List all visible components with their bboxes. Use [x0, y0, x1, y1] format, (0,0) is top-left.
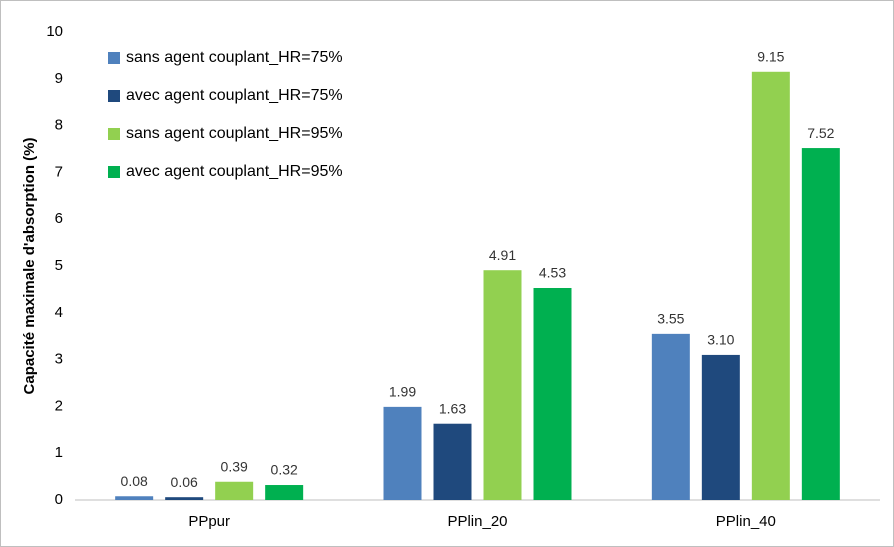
value-label: 0.32: [271, 462, 298, 478]
y-tick-label: 6: [55, 210, 63, 227]
bar: [651, 333, 690, 500]
bar: [801, 148, 840, 500]
legend-label: sans agent couplant_HR=75%: [126, 49, 343, 66]
legend-label: avec agent couplant_HR=95%: [126, 163, 343, 180]
x-tick-label: PPlin_20: [447, 513, 507, 530]
value-label: 0.06: [171, 474, 198, 490]
legend-swatch: [108, 52, 120, 64]
value-label: 3.10: [707, 332, 734, 348]
value-label: 0.08: [121, 473, 148, 489]
bar: [165, 497, 204, 500]
bar: [215, 481, 254, 500]
bar: [533, 287, 572, 500]
legend-swatch: [108, 90, 120, 102]
bar: [433, 423, 472, 500]
y-tick-label: 10: [46, 23, 63, 40]
y-tick-label: 9: [55, 70, 63, 87]
bar: [383, 406, 422, 500]
x-tick-label: PPpur: [188, 513, 230, 530]
y-tick-label: 1: [55, 444, 63, 461]
value-label: 9.15: [757, 48, 784, 64]
value-label: 4.53: [539, 265, 566, 281]
y-tick-label: 0: [55, 491, 63, 508]
y-axis-label: Capacité maximale d'absorption (%): [21, 138, 38, 395]
value-label: 1.99: [389, 384, 416, 400]
y-tick-label: 7: [55, 163, 63, 180]
y-tick-label: 4: [55, 304, 63, 321]
bar: [483, 270, 522, 500]
x-tick-label: PPlin_40: [716, 513, 776, 530]
legend-label: avec agent couplant_HR=75%: [126, 87, 343, 104]
legend-swatch: [108, 166, 120, 178]
y-tick-label: 3: [55, 351, 63, 368]
value-label: 0.39: [221, 458, 248, 474]
bar: [115, 496, 154, 500]
y-tick-label: 2: [55, 397, 63, 414]
value-label: 1.63: [439, 400, 466, 416]
legend-label: sans agent couplant_HR=95%: [126, 125, 343, 142]
value-label: 4.91: [489, 247, 516, 263]
y-tick-label: 5: [55, 257, 63, 274]
y-tick-label: 8: [55, 117, 63, 134]
value-label: 7.52: [807, 125, 834, 141]
bar: [751, 71, 790, 500]
legend-swatch: [108, 128, 120, 140]
bar: [265, 485, 304, 500]
bar: [701, 354, 740, 500]
value-label: 3.55: [657, 311, 684, 327]
